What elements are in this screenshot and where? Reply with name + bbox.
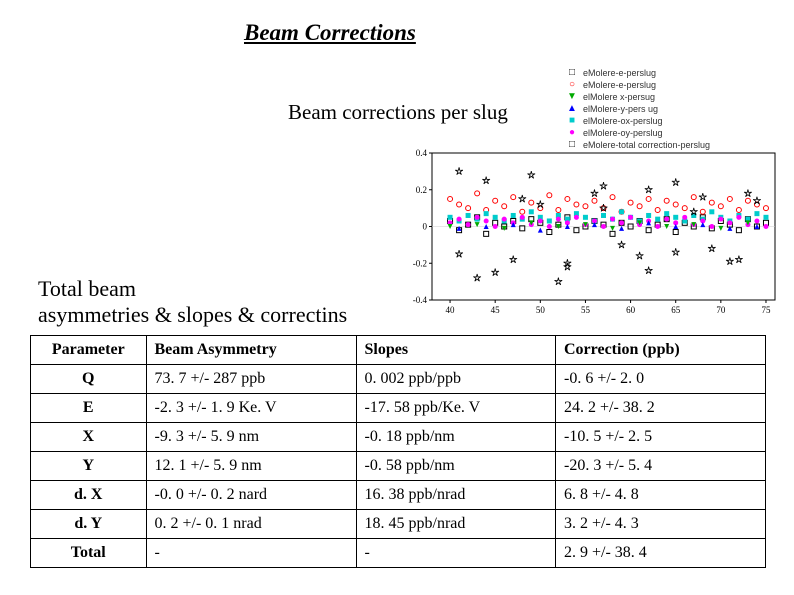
- table-cell: -10. 5 +/- 2. 5: [556, 423, 766, 452]
- table-cell: -2. 3 +/- 1. 9 Ke. V: [146, 394, 356, 423]
- results-table: ParameterBeam AsymmetrySlopesCorrection …: [30, 335, 766, 568]
- table-header-cell: Slopes: [356, 336, 556, 365]
- table-cell: d. Y: [31, 510, 147, 539]
- table-cell: -20. 3 +/- 5. 4: [556, 452, 766, 481]
- table-cell: -0. 58 ppb/nm: [356, 452, 556, 481]
- svg-text:60: 60: [626, 305, 636, 315]
- svg-text:0: 0: [423, 222, 428, 232]
- legend-marker-icon: ○: [567, 80, 577, 90]
- legend-label: elMolere-y-pers ug: [583, 104, 658, 114]
- table-cell: -17. 58 ppb/Ke. V: [356, 394, 556, 423]
- legend-item: ▲ elMolere-y-pers ug: [567, 103, 783, 115]
- legend-label: eMolere-e-perslug: [583, 68, 656, 78]
- table-cell: 24. 2 +/- 38. 2: [556, 394, 766, 423]
- table-cell: Total: [31, 539, 147, 568]
- legend-label: elMolere-oy-perslug: [583, 128, 663, 138]
- page-title: Beam Corrections: [244, 20, 416, 46]
- legend-item: ■ elMolere-ox-perslug: [567, 115, 783, 127]
- table-cell: Q: [31, 365, 147, 394]
- svg-text:40: 40: [446, 305, 456, 315]
- table-cell: 3. 2 +/- 4. 3: [556, 510, 766, 539]
- table-row: E-2. 3 +/- 1. 9 Ke. V-17. 58 ppb/Ke. V24…: [31, 394, 766, 423]
- table-cell: -0. 18 ppb/nm: [356, 423, 556, 452]
- legend-item: ● elMolere-oy-perslug: [567, 127, 783, 139]
- table-header-row: ParameterBeam AsymmetrySlopesCorrection …: [31, 336, 766, 365]
- table-row: Y12. 1 +/- 5. 9 nm-0. 58 ppb/nm-20. 3 +/…: [31, 452, 766, 481]
- table-cell: 0. 2 +/- 0. 1 nrad: [146, 510, 356, 539]
- chart-legend: □ eMolere-e-perslug ○ eMolere-e-perslug ▼ elM…: [565, 65, 785, 153]
- legend-label: elMolere-ox-perslug: [583, 116, 663, 126]
- table-cell: -0. 0 +/- 0. 2 nard: [146, 481, 356, 510]
- legend-marker-icon: ●: [567, 128, 577, 138]
- svg-text:50: 50: [536, 305, 546, 315]
- svg-text:0.4: 0.4: [416, 148, 428, 158]
- legend-marker-icon: ▼: [567, 92, 577, 102]
- table-header-cell: Correction (ppb): [556, 336, 766, 365]
- table-cell: 2. 9 +/- 38. 4: [556, 539, 766, 568]
- table-cell: -: [146, 539, 356, 568]
- table-cell: d. X: [31, 481, 147, 510]
- legend-label: eMolere-e-perslug: [583, 80, 656, 90]
- svg-text:70: 70: [716, 305, 726, 315]
- legend-marker-icon: □: [567, 68, 577, 78]
- table-cell: X: [31, 423, 147, 452]
- table-row: Total--2. 9 +/- 38. 4: [31, 539, 766, 568]
- svg-text:65: 65: [671, 305, 681, 315]
- table-cell: -9. 3 +/- 5. 9 nm: [146, 423, 356, 452]
- table-header-cell: Beam Asymmetry: [146, 336, 356, 365]
- svg-text:75: 75: [761, 305, 771, 315]
- table-cell: 6. 8 +/- 4. 8: [556, 481, 766, 510]
- table-row: d. X-0. 0 +/- 0. 2 nard16. 38 ppb/nrad6.…: [31, 481, 766, 510]
- table-row: Q73. 7 +/- 287 ppb0. 002 ppb/ppb-0. 6 +/…: [31, 365, 766, 394]
- legend-label: elMolere x-persug: [583, 92, 655, 102]
- table-row: d. Y0. 2 +/- 0. 1 nrad18. 45 ppb/nrad3. …: [31, 510, 766, 539]
- legend-marker-icon: ▲: [567, 104, 577, 114]
- legend-item: □ eMolere-e-perslug: [567, 67, 783, 79]
- table-cell: 18. 45 ppb/nrad: [356, 510, 556, 539]
- legend-marker-icon: ■: [567, 116, 577, 126]
- table-header-cell: Parameter: [31, 336, 147, 365]
- section-title: Total beam asymmetries & slopes & correc…: [38, 276, 347, 328]
- table-cell: E: [31, 394, 147, 423]
- table-row: X-9. 3 +/- 5. 9 nm-0. 18 ppb/nm-10. 5 +/…: [31, 423, 766, 452]
- legend-item: ○ eMolere-e-perslug: [567, 79, 783, 91]
- table-cell: 73. 7 +/- 287 ppb: [146, 365, 356, 394]
- svg-text:55: 55: [581, 305, 591, 315]
- table-cell: Y: [31, 452, 147, 481]
- svg-text:-0.2: -0.2: [413, 258, 427, 268]
- table-cell: 12. 1 +/- 5. 9 nm: [146, 452, 356, 481]
- table-cell: -: [356, 539, 556, 568]
- table-cell: 16. 38 ppb/nrad: [356, 481, 556, 510]
- svg-text:0.2: 0.2: [416, 185, 427, 195]
- svg-text:45: 45: [491, 305, 501, 315]
- table-cell: 0. 002 ppb/ppb: [356, 365, 556, 394]
- legend-item: ▼ elMolere x-persug: [567, 91, 783, 103]
- beam-corrections-chart: -0.4 -0.2 0 0.2 0.4 40 45 50 55 60 65 70 75: [400, 148, 780, 318]
- table-cell: -0. 6 +/- 2. 0: [556, 365, 766, 394]
- subtitle: Beam corrections per slug: [288, 100, 508, 125]
- svg-text:-0.4: -0.4: [413, 295, 428, 305]
